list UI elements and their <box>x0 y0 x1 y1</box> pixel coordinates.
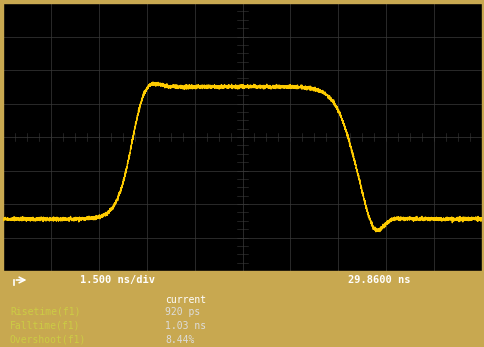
Text: 1.03 ns: 1.03 ns <box>165 321 206 331</box>
Text: Risetime(f1): Risetime(f1) <box>10 307 80 317</box>
Text: 8.44%: 8.44% <box>165 335 194 345</box>
Text: 29.8600 ns: 29.8600 ns <box>347 275 409 285</box>
Text: 920 ps: 920 ps <box>165 307 200 317</box>
Text: Overshoot(f1): Overshoot(f1) <box>10 335 86 345</box>
Text: Falltime(f1): Falltime(f1) <box>10 321 80 331</box>
Text: 1.500 ns/div: 1.500 ns/div <box>79 275 154 285</box>
Text: current: current <box>165 295 206 305</box>
